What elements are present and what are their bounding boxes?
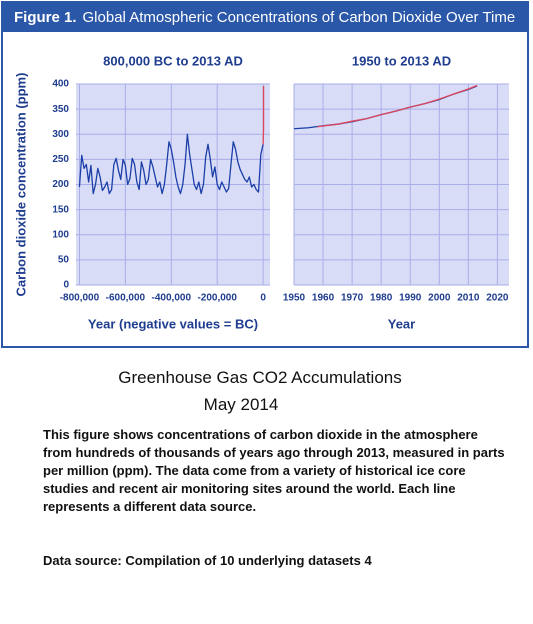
x-tick-label: 2020 <box>486 293 509 304</box>
x-axis-label: Year <box>388 316 415 331</box>
y-tick-label: 150 <box>52 204 69 215</box>
x-tick-label: 2010 <box>457 293 480 304</box>
y-tick-label: 400 <box>52 79 69 90</box>
y-tick-label: 50 <box>58 255 70 266</box>
chart-title: 800,000 BC to 2013 AD <box>103 53 243 68</box>
y-tick-label: 250 <box>52 154 69 165</box>
x-tick-label: 1990 <box>399 293 422 304</box>
x-tick-label: 1970 <box>341 293 364 304</box>
figure-header <box>2 2 528 32</box>
x-tick-label: 1960 <box>312 293 335 304</box>
figure-label: Figure 1. <box>14 9 77 26</box>
data-line <box>317 84 478 128</box>
y-tick-label: 300 <box>52 129 69 140</box>
y-axis-label: Carbon dioxide concentration (ppm) <box>13 73 28 297</box>
x-tick-label: -400,000 <box>152 293 192 304</box>
x-tick-label: 1950 <box>283 293 306 304</box>
x-tick-label: -200,000 <box>197 293 237 304</box>
y-tick-label: 100 <box>52 229 69 240</box>
x-tick-label: -800,000 <box>60 293 100 304</box>
x-tick-label: -600,000 <box>106 293 146 304</box>
figure-header-text: Figure 1. Global Atmospheric Concentratio… <box>14 9 515 26</box>
y-tick-label: 350 <box>52 104 69 115</box>
x-tick-label: 2000 <box>428 293 451 304</box>
caption-description: This figure shows concentrations of carb… <box>43 427 505 514</box>
caption-title: Greenhouse Gas CO2 Accumulations <box>118 368 402 387</box>
caption-date: May 2014 <box>203 395 279 414</box>
y-tick-label: 200 <box>52 179 69 190</box>
y-tick-label: 0 <box>63 280 69 291</box>
x-tick-label: 1980 <box>370 293 393 304</box>
x-axis-label: Year (negative values = BC) <box>88 316 258 331</box>
data-line <box>78 133 264 195</box>
x-tick-label: 0 <box>260 293 266 304</box>
chart-title: 1950 to 2013 AD <box>352 53 451 68</box>
figure-title: Global Atmospheric Concentrations of Car… <box>83 9 516 26</box>
figure: Figure 1. Global Atmospheric Concentratio… <box>1 1 529 348</box>
caption-source: Data source: Compilation of 10 underlyin… <box>43 553 372 568</box>
